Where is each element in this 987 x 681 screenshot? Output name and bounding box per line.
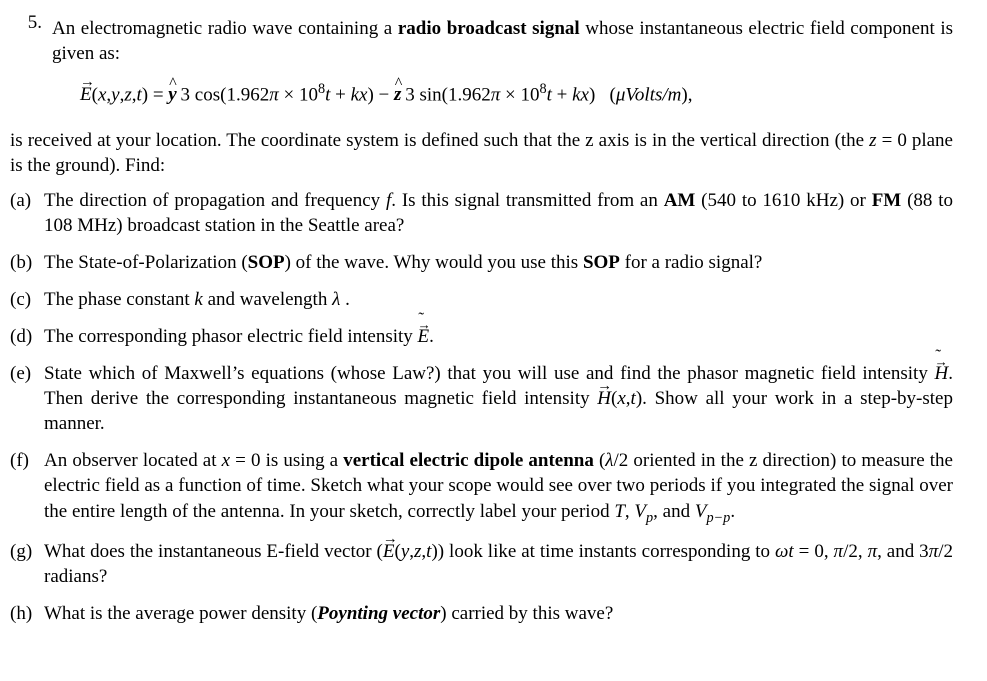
part-label: (b) — [10, 250, 44, 275]
part-row: (b)The State-of-Polarization (SOP) of th… — [10, 250, 953, 275]
part-row: (f)An observer located at x = 0 is using… — [10, 448, 953, 527]
part-label: (h) — [10, 601, 44, 626]
part-label: (c) — [10, 287, 44, 312]
part-text: State which of Maxwell’s equations (whos… — [44, 361, 953, 436]
problem-page: 5. An electromagnetic radio wave contain… — [0, 0, 987, 681]
part-text: An observer located at x = 0 is using a … — [44, 448, 953, 527]
part-text: What does the instantaneous E-field vect… — [44, 539, 953, 589]
question-body: An electromagnetic radio wave containing… — [52, 10, 953, 122]
part-label: (e) — [10, 361, 44, 386]
part-text: The State-of-Polarization (SOP) of the w… — [44, 250, 953, 275]
question-parts: (a)The direction of propagation and freq… — [10, 188, 953, 627]
part-text: The direction of propagation and frequen… — [44, 188, 953, 238]
part-row: (a)The direction of propagation and freq… — [10, 188, 953, 238]
part-row: (e)State which of Maxwell’s equations (w… — [10, 361, 953, 436]
part-row: (c)The phase constant k and wavelength λ… — [10, 287, 953, 312]
question-intro: An electromagnetic radio wave containing… — [52, 16, 953, 66]
part-text: What is the average power density (Poynt… — [44, 601, 953, 626]
part-label: (g) — [10, 539, 44, 564]
question-header-row: 5. An electromagnetic radio wave contain… — [10, 10, 953, 122]
part-label: (d) — [10, 324, 44, 349]
part-row: (g)What does the instantaneous E-field v… — [10, 539, 953, 589]
question-equation: E(x,y,z,t) = y 3 cos(1.962π × 108t + kx)… — [80, 80, 953, 107]
part-label: (a) — [10, 188, 44, 213]
question-after: is received at your location. The coordi… — [10, 128, 953, 178]
part-label: (f) — [10, 448, 44, 473]
part-row: (d)The corresponding phasor electric fie… — [10, 324, 953, 349]
question-number: 5. — [10, 10, 52, 35]
part-text: The corresponding phasor electric field … — [44, 324, 953, 349]
part-row: (h)What is the average power density (Po… — [10, 601, 953, 626]
part-text: The phase constant k and wavelength λ . — [44, 287, 953, 312]
